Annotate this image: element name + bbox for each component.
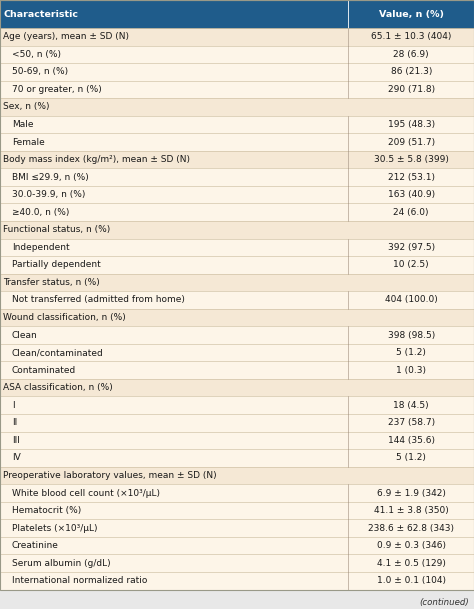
Text: 5 (1.2): 5 (1.2) — [396, 454, 426, 462]
Bar — [0, 273, 474, 291]
Text: 50-69, n (%): 50-69, n (%) — [12, 68, 68, 76]
Bar — [0, 572, 474, 590]
Bar — [0, 0, 474, 28]
Text: 30.5 ± 5.8 (399): 30.5 ± 5.8 (399) — [374, 155, 448, 164]
Text: 30.0-39.9, n (%): 30.0-39.9, n (%) — [12, 190, 85, 199]
Text: White blood cell count (×10³/μL): White blood cell count (×10³/μL) — [12, 488, 160, 498]
Text: Clean: Clean — [12, 331, 37, 340]
Bar — [0, 63, 474, 80]
Text: Hematocrit (%): Hematocrit (%) — [12, 506, 81, 515]
Text: 41.1 ± 3.8 (350): 41.1 ± 3.8 (350) — [374, 506, 448, 515]
Bar — [0, 449, 474, 466]
Text: ≥40.0, n (%): ≥40.0, n (%) — [12, 208, 69, 217]
Bar — [0, 344, 474, 361]
Text: Serum albumin (g/dL): Serum albumin (g/dL) — [12, 558, 110, 568]
Text: Partially dependent: Partially dependent — [12, 261, 100, 269]
Bar — [0, 326, 474, 344]
Bar — [0, 46, 474, 63]
Bar — [0, 309, 474, 326]
Text: 4.1 ± 0.5 (129): 4.1 ± 0.5 (129) — [377, 558, 446, 568]
Text: Creatinine: Creatinine — [12, 541, 59, 550]
Bar — [0, 151, 474, 169]
Text: 1.0 ± 0.1 (104): 1.0 ± 0.1 (104) — [377, 576, 446, 585]
Bar — [0, 484, 474, 502]
Text: 0.9 ± 0.3 (346): 0.9 ± 0.3 (346) — [377, 541, 446, 550]
Text: Body mass index (kg/m²), mean ± SD (N): Body mass index (kg/m²), mean ± SD (N) — [3, 155, 191, 164]
Text: International normalized ratio: International normalized ratio — [12, 576, 147, 585]
Bar — [0, 396, 474, 414]
Bar — [0, 466, 474, 484]
Text: Male: Male — [12, 120, 33, 129]
Text: 163 (40.9): 163 (40.9) — [388, 190, 435, 199]
Bar — [0, 519, 474, 537]
Text: Independent: Independent — [12, 243, 70, 252]
Bar — [0, 256, 474, 273]
Text: <50, n (%): <50, n (%) — [12, 50, 61, 59]
Text: Value, n (%): Value, n (%) — [379, 10, 444, 18]
Bar — [0, 239, 474, 256]
Bar — [0, 116, 474, 133]
Text: Female: Female — [12, 138, 45, 147]
Text: 86 (21.3): 86 (21.3) — [391, 68, 432, 76]
Text: Preoperative laboratory values, mean ± SD (N): Preoperative laboratory values, mean ± S… — [3, 471, 217, 480]
Text: 5 (1.2): 5 (1.2) — [396, 348, 426, 357]
Text: 404 (100.0): 404 (100.0) — [385, 295, 438, 304]
Bar — [0, 221, 474, 239]
Text: Contaminated: Contaminated — [12, 365, 76, 375]
Text: Age (years), mean ± SD (N): Age (years), mean ± SD (N) — [3, 32, 129, 41]
Text: III: III — [12, 436, 20, 445]
Bar — [0, 554, 474, 572]
Bar — [0, 414, 474, 432]
Text: IV: IV — [12, 454, 20, 462]
Text: 144 (35.6): 144 (35.6) — [388, 436, 435, 445]
Text: 195 (48.3): 195 (48.3) — [388, 120, 435, 129]
Text: 10 (2.5): 10 (2.5) — [393, 261, 429, 269]
Text: 290 (71.8): 290 (71.8) — [388, 85, 435, 94]
Bar — [0, 203, 474, 221]
Text: Platelets (×10³/μL): Platelets (×10³/μL) — [12, 524, 97, 533]
Bar — [0, 28, 474, 46]
Text: ASA classification, n (%): ASA classification, n (%) — [3, 383, 113, 392]
Text: Clean/contaminated: Clean/contaminated — [12, 348, 104, 357]
Text: 18 (4.5): 18 (4.5) — [393, 401, 429, 410]
Text: 24 (6.0): 24 (6.0) — [393, 208, 429, 217]
Bar — [0, 432, 474, 449]
Text: BMI ≤29.9, n (%): BMI ≤29.9, n (%) — [12, 173, 89, 181]
Text: 65.1 ± 10.3 (404): 65.1 ± 10.3 (404) — [371, 32, 451, 41]
Bar — [0, 291, 474, 309]
Text: II: II — [12, 418, 17, 428]
Bar — [0, 169, 474, 186]
Text: Characteristic: Characteristic — [3, 10, 78, 18]
Text: 238.6 ± 62.8 (343): 238.6 ± 62.8 (343) — [368, 524, 454, 533]
Text: 209 (51.7): 209 (51.7) — [388, 138, 435, 147]
Text: 6.9 ± 1.9 (342): 6.9 ± 1.9 (342) — [377, 488, 446, 498]
Bar — [0, 537, 474, 554]
Text: Functional status, n (%): Functional status, n (%) — [3, 225, 110, 234]
Text: 28 (6.9): 28 (6.9) — [393, 50, 429, 59]
Bar — [0, 379, 474, 396]
Text: Sex, n (%): Sex, n (%) — [3, 102, 50, 111]
Text: I: I — [12, 401, 15, 410]
Text: 392 (97.5): 392 (97.5) — [388, 243, 435, 252]
Bar — [0, 186, 474, 203]
Text: 70 or greater, n (%): 70 or greater, n (%) — [12, 85, 101, 94]
Bar — [0, 502, 474, 519]
Text: Wound classification, n (%): Wound classification, n (%) — [3, 313, 126, 322]
Text: 398 (98.5): 398 (98.5) — [388, 331, 435, 340]
Text: Transfer status, n (%): Transfer status, n (%) — [3, 278, 100, 287]
Bar — [0, 80, 474, 98]
Text: (continued): (continued) — [419, 597, 469, 607]
Bar — [0, 361, 474, 379]
Text: Not transferred (admitted from home): Not transferred (admitted from home) — [12, 295, 185, 304]
Text: 1 (0.3): 1 (0.3) — [396, 365, 426, 375]
Text: 237 (58.7): 237 (58.7) — [388, 418, 435, 428]
Bar — [0, 133, 474, 151]
Text: 212 (53.1): 212 (53.1) — [388, 173, 435, 181]
Bar — [0, 98, 474, 116]
